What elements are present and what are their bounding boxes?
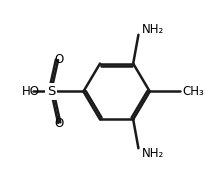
Text: O: O <box>54 53 64 66</box>
Text: HO: HO <box>22 85 40 98</box>
Text: CH₃: CH₃ <box>182 85 204 98</box>
Text: NH₂: NH₂ <box>142 147 164 160</box>
Text: O: O <box>54 117 64 130</box>
Text: NH₂: NH₂ <box>142 23 164 36</box>
Text: S: S <box>47 85 55 98</box>
